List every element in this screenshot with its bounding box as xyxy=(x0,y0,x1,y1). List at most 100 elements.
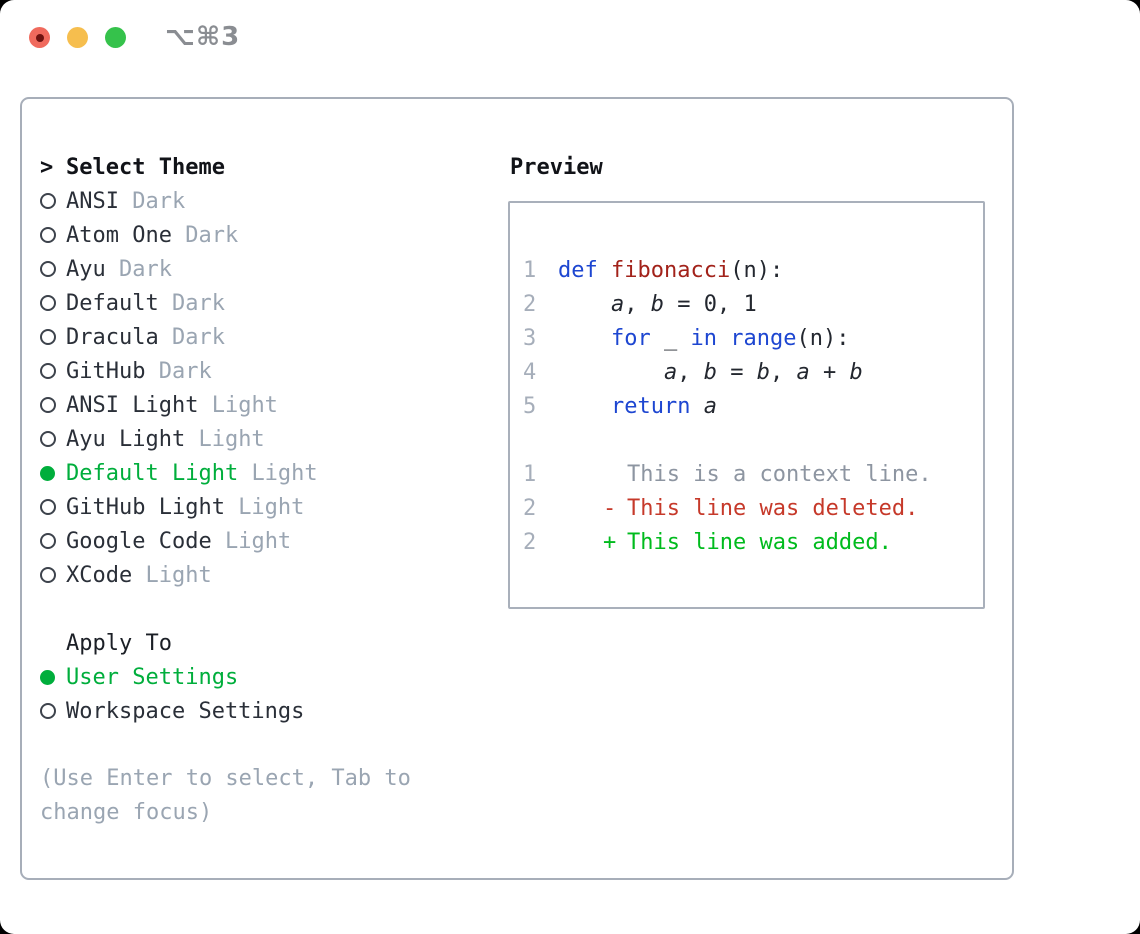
theme-tag: Dark xyxy=(132,188,186,214)
theme-tag: Dark xyxy=(158,358,212,384)
radio-icon xyxy=(40,431,56,447)
diff-line: 1 This is a context line. xyxy=(523,457,983,491)
radio-icon xyxy=(40,261,56,277)
minimize-button[interactable] xyxy=(67,27,88,48)
theme-option[interactable]: Ayu Light Light xyxy=(40,422,508,456)
diff-marker xyxy=(603,462,627,487)
line-number: 1 xyxy=(523,257,537,283)
theme-tag: Light xyxy=(145,562,212,588)
theme-tag: Light xyxy=(211,392,278,418)
blank-line xyxy=(523,423,983,457)
line-number: 2 xyxy=(523,529,537,555)
preview-title: Preview xyxy=(510,154,603,180)
theme-option[interactable]: ANSI Light Light xyxy=(40,388,508,422)
hint-text: (Use Enter to select, Tab to change focu… xyxy=(40,766,411,825)
line-number: 4 xyxy=(523,359,537,385)
radio-icon xyxy=(40,363,56,379)
theme-option[interactable]: Dracula Dark xyxy=(40,320,508,354)
line-number: 1 xyxy=(523,461,537,487)
apply-to-title: Apply To xyxy=(66,630,172,656)
radio-marker xyxy=(40,397,66,413)
theme-name: ANSI xyxy=(66,188,133,214)
radio-marker xyxy=(40,261,66,277)
radio-icon xyxy=(40,499,56,515)
theme-option[interactable]: Default Dark xyxy=(40,286,508,320)
radio-icon xyxy=(40,567,56,583)
close-button[interactable] xyxy=(29,27,50,48)
theme-name: Default xyxy=(66,290,172,316)
unsaved-changes-dot-icon xyxy=(35,33,44,42)
theme-option[interactable]: Ayu Dark xyxy=(40,252,508,286)
theme-option[interactable]: XCode Light xyxy=(40,558,508,592)
theme-name: GitHub xyxy=(66,358,159,384)
radio-marker xyxy=(40,363,66,379)
theme-name: ANSI Light xyxy=(66,392,212,418)
theme-option[interactable]: Default Light Light xyxy=(40,456,508,490)
code-line: 2 a, b = 0, 1 xyxy=(523,287,983,321)
theme-options-list: ANSI Dark Atom One Dark Ayu Dark Default… xyxy=(40,184,508,592)
radio-marker xyxy=(40,431,66,447)
theme-name: Ayu Light xyxy=(66,426,199,452)
radio-marker xyxy=(40,227,66,243)
theme-name: GitHub Light xyxy=(66,494,239,520)
code-text: return a xyxy=(610,393,717,419)
theme-name: Default Light xyxy=(66,460,252,486)
titlebar: ⌥⌘3 xyxy=(0,0,1140,97)
select-theme-title: Select Theme xyxy=(66,154,225,180)
theme-list-column: > Select Theme ANSI Dark Atom One Dark A… xyxy=(22,150,508,878)
apply-to-option[interactable]: User Settings xyxy=(40,660,508,694)
code-line: 3 for _ in range(n): xyxy=(523,321,983,355)
select-theme-header: > Select Theme xyxy=(40,150,508,184)
radio-marker xyxy=(40,295,66,311)
apply-to-label: Workspace Settings xyxy=(66,698,305,724)
radio-icon xyxy=(40,465,55,481)
radio-icon xyxy=(40,703,56,719)
radio-marker xyxy=(40,465,66,481)
radio-marker xyxy=(40,567,66,583)
apply-to-options-list: User Settings Workspace Settings xyxy=(40,660,508,728)
theme-tag: Dark xyxy=(171,324,225,350)
radio-icon xyxy=(40,193,56,209)
theme-tag: Dark xyxy=(118,256,172,282)
radio-marker xyxy=(40,669,66,685)
theme-option[interactable]: GitHub Light Light xyxy=(40,490,508,524)
theme-name: Google Code xyxy=(66,528,225,554)
line-number: 2 xyxy=(523,495,537,521)
diff-line: 2 + This line was added. xyxy=(523,525,983,559)
radio-marker xyxy=(40,193,66,209)
theme-name: XCode xyxy=(66,562,146,588)
maximize-button[interactable] xyxy=(105,27,126,48)
code-line: 4 a, b = b, a + b xyxy=(523,355,983,389)
theme-option[interactable]: Google Code Light xyxy=(40,524,508,558)
code-text: for _ in range(n): xyxy=(610,325,850,351)
radio-icon xyxy=(40,397,56,413)
code-preview: 1 def fibonacci(n): 2 a, b = 0, 1 3 for … xyxy=(523,253,983,423)
line-number: 3 xyxy=(523,325,537,351)
preview-header: Preview xyxy=(508,150,1012,184)
theme-option[interactable]: ANSI Dark xyxy=(40,184,508,218)
theme-name: Ayu xyxy=(66,256,119,282)
code-line: 1 def fibonacci(n): xyxy=(523,253,983,287)
diff-text: This is a context line. xyxy=(627,461,932,487)
code-text: def fibonacci(n): xyxy=(558,257,784,283)
diff-marker: + xyxy=(603,529,617,555)
radio-marker xyxy=(40,533,66,549)
apply-to-header: Apply To xyxy=(40,626,508,660)
diff-text: This line was added. xyxy=(627,529,892,555)
theme-option[interactable]: GitHub Dark xyxy=(40,354,508,388)
apply-to-option[interactable]: Workspace Settings xyxy=(40,694,508,728)
theme-tag: Light xyxy=(251,460,318,486)
theme-option[interactable]: Atom One Dark xyxy=(40,218,508,252)
theme-picker-panel: > Select Theme ANSI Dark Atom One Dark A… xyxy=(20,97,1014,880)
radio-icon xyxy=(40,669,55,685)
theme-tag: Dark xyxy=(185,222,239,248)
diff-preview: 1 This is a context line. 2 - This line … xyxy=(523,457,983,559)
line-number: 2 xyxy=(523,291,537,317)
diff-marker: - xyxy=(603,495,617,521)
radio-icon xyxy=(40,295,56,311)
theme-tag: Dark xyxy=(171,290,225,316)
code-line: 5 return a xyxy=(523,389,983,423)
cursor-icon: > xyxy=(40,154,54,180)
radio-marker xyxy=(40,329,66,345)
